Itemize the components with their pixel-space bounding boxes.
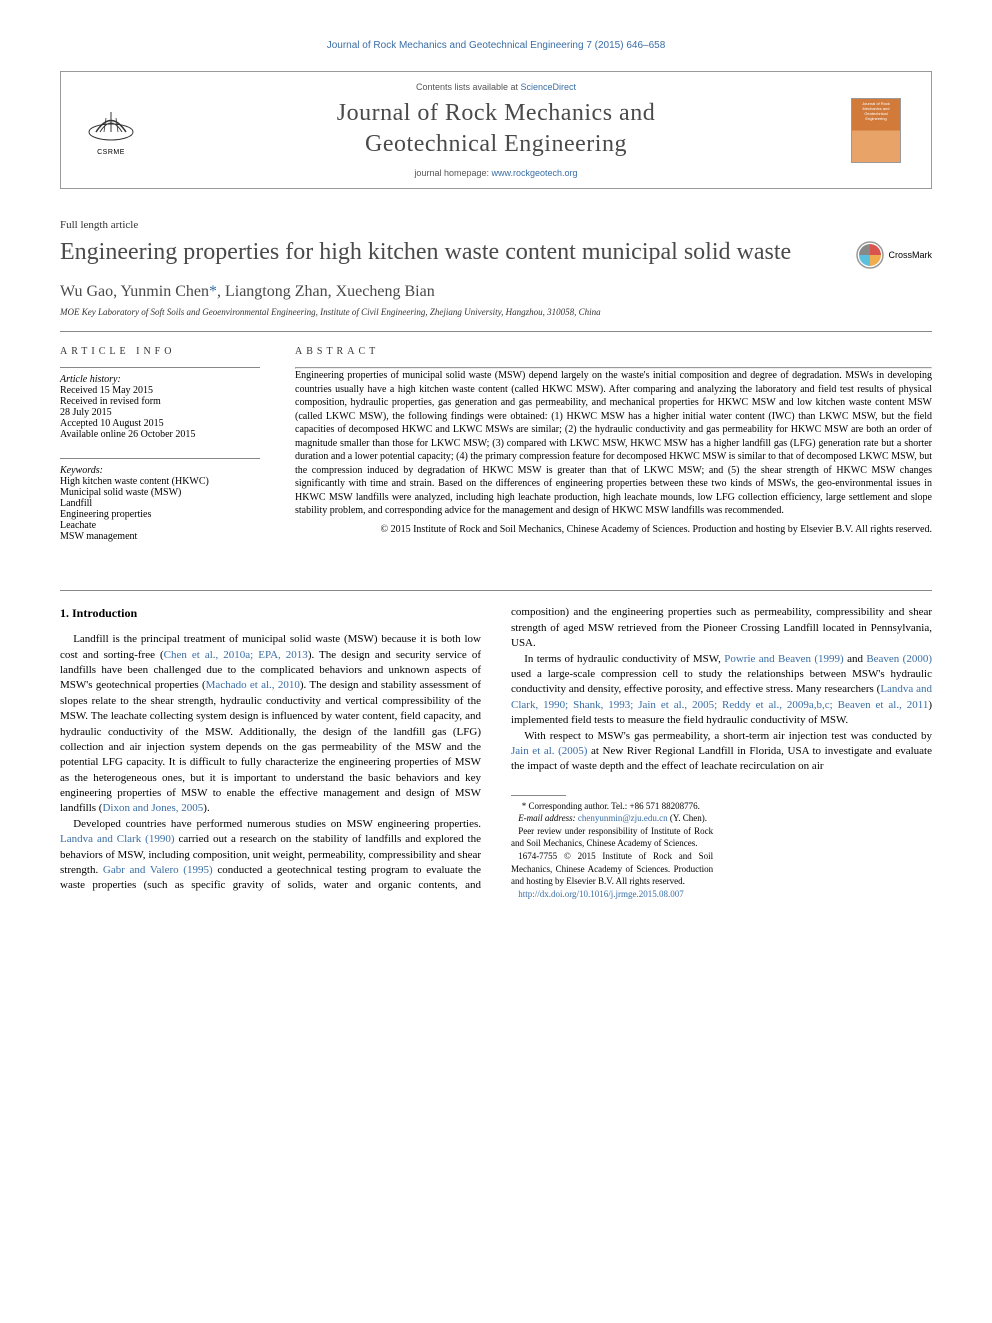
history-received: Received 15 May 2015 xyxy=(60,385,260,396)
article-info: ARTICLE INFO Article history: Received 1… xyxy=(60,346,260,560)
footnote-peer-review: Peer review under responsibility of Inst… xyxy=(511,825,713,850)
info-divider xyxy=(60,367,260,368)
article-title: Engineering properties for high kitchen … xyxy=(60,237,841,268)
journal-cover: Journal of Rock Mechanics and Geotechnic… xyxy=(851,98,911,163)
homepage-prefix: journal homepage: xyxy=(414,168,491,178)
t: Developed countries have performed numer… xyxy=(73,818,481,830)
ref-gabr[interactable]: Gabr and Valero (1995) xyxy=(103,864,213,876)
ref-powrie[interactable]: Powrie and Beaven (1999) xyxy=(724,653,843,665)
authors: Wu Gao, Yunmin Chen*, Liangtong Zhan, Xu… xyxy=(60,283,932,301)
t: ). The design and stability assessment o… xyxy=(60,679,481,814)
para-4: With respect to MSW's gas permeability, … xyxy=(511,729,932,775)
t: In terms of hydraulic conductivity of MS… xyxy=(524,653,724,665)
ref-chen-epa[interactable]: Chen et al., 2010a; EPA, 2013 xyxy=(164,649,308,661)
csrme-label: CSRME xyxy=(81,149,141,156)
keyword-1: High kitchen waste content (HKWC) xyxy=(60,476,260,487)
history-heading: Article history: xyxy=(60,374,260,385)
email-link[interactable]: chenyunmin@zju.edu.cn xyxy=(578,813,668,823)
journal-header: CSRME Contents lists available at Scienc… xyxy=(60,71,932,189)
crossmark-icon xyxy=(856,241,884,269)
history-revised-date: 28 July 2015 xyxy=(60,407,260,418)
keyword-2: Municipal solid waste (MSW) xyxy=(60,487,260,498)
csrme-icon xyxy=(86,104,136,144)
contents-available: Contents lists available at ScienceDirec… xyxy=(141,82,851,92)
journal-line2: Geotechnical Engineering xyxy=(365,131,627,157)
affiliation: MOE Key Laboratory of Soft Soils and Geo… xyxy=(60,307,932,317)
article-history: Article history: Received 15 May 2015 Re… xyxy=(60,374,260,440)
abstract-label: ABSTRACT xyxy=(295,346,932,357)
keywords: Keywords: High kitchen waste content (HK… xyxy=(60,465,260,542)
ref-dixon[interactable]: Dixon and Jones, 2005 xyxy=(102,802,203,814)
keywords-heading: Keywords: xyxy=(60,465,260,476)
journal-homepage: journal homepage: www.rockgeotech.org xyxy=(141,168,851,178)
cover-thumbnail: Journal of Rock Mechanics and Geotechnic… xyxy=(851,98,901,163)
crossmark-label: CrossMark xyxy=(888,250,932,260)
footnote-issn: 1674-7755 © 2015 Institute of Rock and S… xyxy=(511,850,713,888)
copyright: © 2015 Institute of Rock and Soil Mechan… xyxy=(295,524,932,535)
keyword-5: Leachate xyxy=(60,520,260,531)
abstract-text: Engineering properties of municipal soli… xyxy=(295,369,932,518)
corresponding-marker: * xyxy=(209,283,217,300)
para-1: Landfill is the principal treatment of m… xyxy=(60,632,481,817)
divider xyxy=(60,331,932,332)
email-label: E-mail address: xyxy=(518,813,578,823)
ref-beaven[interactable]: Beaven (2000) xyxy=(866,653,932,665)
body-text: 1. Introduction Landfill is the principa… xyxy=(60,605,932,900)
running-header: Journal of Rock Mechanics and Geotechnic… xyxy=(60,40,932,51)
history-online: Available online 26 October 2015 xyxy=(60,429,260,440)
contents-prefix: Contents lists available at xyxy=(416,82,521,92)
body-divider xyxy=(60,590,932,591)
article-type: Full length article xyxy=(60,219,932,231)
abstract: ABSTRACT Engineering properties of munic… xyxy=(295,346,932,560)
keywords-divider xyxy=(60,458,260,459)
homepage-link[interactable]: www.rockgeotech.org xyxy=(492,168,578,178)
email-tail: (Y. Chen). xyxy=(668,813,707,823)
history-revised: Received in revised form xyxy=(60,396,260,407)
intro-heading: 1. Introduction xyxy=(60,605,481,622)
footnote-email: E-mail address: chenyunmin@zju.edu.cn (Y… xyxy=(511,812,713,825)
journal-line1: Journal of Rock Mechanics and xyxy=(337,100,655,126)
t: ). xyxy=(203,802,209,814)
t: used a large-scale compression cell to s… xyxy=(511,668,932,695)
footnotes: * Corresponding author. Tel.: +86 571 88… xyxy=(511,795,713,901)
footnote-divider xyxy=(511,795,566,796)
journal-name: Journal of Rock Mechanics and Geotechnic… xyxy=(141,98,851,160)
t: and xyxy=(844,653,867,665)
ref-jain[interactable]: Jain et al. (2005) xyxy=(511,745,587,757)
footnote-doi: http://dx.doi.org/10.1016/j.jrmge.2015.0… xyxy=(511,888,713,901)
sciencedirect-link[interactable]: ScienceDirect xyxy=(521,82,577,92)
keyword-6: MSW management xyxy=(60,531,260,542)
info-label: ARTICLE INFO xyxy=(60,346,260,357)
doi-link[interactable]: http://dx.doi.org/10.1016/j.jrmge.2015.0… xyxy=(518,889,684,899)
para-3: In terms of hydraulic conductivity of MS… xyxy=(511,652,932,729)
society-logo: CSRME xyxy=(81,104,141,156)
keyword-3: Landfill xyxy=(60,498,260,509)
t: With respect to MSW's gas permeability, … xyxy=(524,730,932,742)
footnote-corresponding: * Corresponding author. Tel.: +86 571 88… xyxy=(511,800,713,813)
authors-main: Wu Gao, Yunmin Chen xyxy=(60,283,209,300)
authors-rest: , Liangtong Zhan, Xuecheng Bian xyxy=(217,283,435,300)
ref-machado[interactable]: Machado et al., 2010 xyxy=(206,679,300,691)
crossmark-badge[interactable]: CrossMark xyxy=(856,241,932,269)
keyword-4: Engineering properties xyxy=(60,509,260,520)
history-accepted: Accepted 10 August 2015 xyxy=(60,418,260,429)
ref-landva[interactable]: Landva and Clark (1990) xyxy=(60,833,175,845)
